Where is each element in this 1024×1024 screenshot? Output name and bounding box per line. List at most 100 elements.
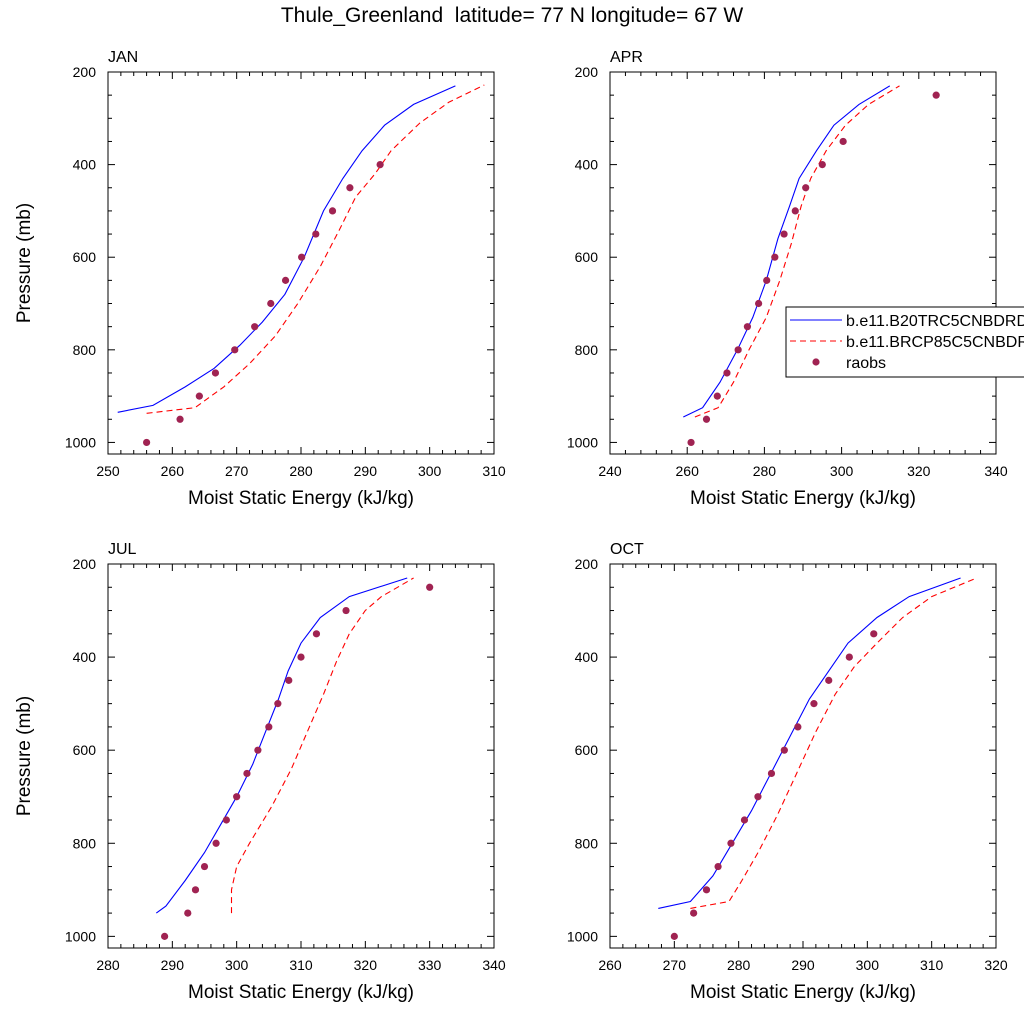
raobs-point bbox=[233, 793, 241, 801]
y-tick-label: 200 bbox=[575, 64, 599, 80]
x-tick-label: 300 bbox=[856, 957, 880, 973]
x-tick-label: 320 bbox=[354, 957, 378, 973]
y-axis-label: Pressure (mb) bbox=[14, 203, 35, 323]
x-tick-label: 310 bbox=[482, 463, 506, 479]
plot-frame bbox=[107, 563, 495, 949]
legend: b.e11.B20TRC5CNBDRD b.e11.BRCP85C5CNBDRD r… bbox=[785, 306, 1024, 378]
legend-label: b.e11.B20TRC5CNBDRD bbox=[846, 313, 1024, 330]
y-tick-label: 200 bbox=[73, 556, 97, 572]
x-tick-label: 300 bbox=[225, 957, 249, 973]
series-line-brcp85c5cnbdrd bbox=[230, 577, 414, 914]
raobs-point bbox=[376, 161, 384, 169]
y-tick-label: 1000 bbox=[65, 434, 96, 450]
raobs-point bbox=[161, 932, 169, 940]
panel-title: APR bbox=[610, 49, 643, 66]
legend-marker bbox=[812, 358, 820, 366]
x-axis-label: Moist Static Energy (kJ/kg) bbox=[690, 488, 916, 509]
x-axis-label: Moist Static Energy (kJ/kg) bbox=[188, 488, 414, 509]
raobs-point bbox=[714, 862, 722, 871]
raobs-point bbox=[251, 323, 259, 331]
raobs-point bbox=[755, 299, 763, 308]
series-line-b20trc5cnbdrd bbox=[658, 577, 961, 909]
panel-apr: 240 260 280 300 320 340 200 400 600 800 1000 APR Moi… bbox=[567, 49, 1008, 509]
x-tick-label: 340 bbox=[482, 957, 506, 973]
y-tick-label: 800 bbox=[575, 835, 599, 851]
legend-label: b.e11.BRCP85C5CNBDRD bbox=[846, 334, 1024, 351]
raobs-point bbox=[791, 207, 799, 215]
raobs-point bbox=[254, 746, 262, 754]
y-tick-label: 200 bbox=[73, 64, 97, 80]
x-tick-label: 260 bbox=[676, 463, 700, 479]
raobs-point bbox=[670, 932, 678, 940]
raobs-point bbox=[184, 909, 192, 917]
raobs-point bbox=[932, 91, 940, 99]
series-line-brcp85c5cnbdrd bbox=[146, 84, 485, 414]
x-tick-label: 330 bbox=[418, 957, 442, 973]
panel-jan: 250 260 270 280 290 300 310 200 400 600 800 1000 JAN… bbox=[14, 49, 506, 509]
x-axis-label: Moist Static Energy (kJ/kg) bbox=[690, 982, 916, 1003]
raobs-point bbox=[200, 862, 209, 871]
y-tick-label: 800 bbox=[73, 835, 97, 851]
raobs-point bbox=[743, 323, 752, 331]
y-tick-label: 400 bbox=[73, 649, 97, 665]
x-tick-label: 250 bbox=[96, 463, 120, 479]
x-tick-label: 240 bbox=[598, 463, 622, 479]
x-tick-label: 280 bbox=[753, 463, 777, 479]
series-line-b20trc5cnbdrd bbox=[155, 577, 408, 914]
panel-title: JUL bbox=[108, 541, 137, 558]
legend-label: raobs bbox=[846, 355, 886, 372]
panel-jul: 280 290 300 310 320 330 340 200 400 600 800 1000 JUL… bbox=[14, 541, 506, 1003]
y-tick-label: 400 bbox=[575, 649, 599, 665]
y-tick-label: 400 bbox=[73, 157, 97, 173]
data-area bbox=[155, 577, 434, 940]
raobs-point bbox=[767, 769, 776, 778]
y-axis-label: Pressure (mb) bbox=[14, 696, 35, 816]
raobs-point bbox=[794, 723, 802, 731]
raobs-point bbox=[346, 184, 354, 192]
raobs-point bbox=[702, 415, 711, 423]
raobs-point bbox=[285, 676, 293, 684]
x-axis-label: Moist Static Energy (kJ/kg) bbox=[188, 982, 414, 1003]
raobs-point bbox=[342, 606, 350, 615]
panel-oct: 260 270 280 290 300 310 320 200 400 600 800 1000 OCT… bbox=[567, 541, 1008, 1003]
raobs-point bbox=[243, 769, 251, 778]
data-area bbox=[117, 84, 485, 447]
x-tick-label: 280 bbox=[96, 957, 120, 973]
plot-frame bbox=[609, 563, 997, 949]
raobs-point bbox=[870, 630, 878, 638]
y-tick-label: 400 bbox=[575, 157, 599, 173]
y-tick-label: 200 bbox=[575, 556, 599, 572]
raobs-point bbox=[176, 415, 184, 423]
x-tick-label: 290 bbox=[161, 957, 185, 973]
raobs-point bbox=[771, 253, 779, 261]
raobs-point bbox=[825, 676, 833, 684]
series-line-b20trc5cnbdrd bbox=[117, 85, 456, 413]
data-area bbox=[683, 85, 940, 447]
series-line-brcp85c5cnbdrd bbox=[694, 85, 900, 418]
x-tick-label: 260 bbox=[598, 957, 622, 973]
raobs-point bbox=[297, 653, 305, 661]
y-tick-label: 800 bbox=[575, 342, 599, 358]
raobs-point bbox=[734, 346, 742, 354]
x-tick-label: 300 bbox=[830, 463, 854, 479]
figure-title: Thule_Greenland latitude= 77 N longitude… bbox=[280, 4, 744, 27]
y-tick-label: 600 bbox=[575, 249, 599, 265]
raobs-point bbox=[426, 583, 434, 591]
y-tick-label: 600 bbox=[73, 249, 97, 265]
raobs-point bbox=[312, 230, 320, 238]
raobs-point bbox=[802, 184, 810, 192]
y-tick-label: 600 bbox=[73, 742, 97, 758]
panel-title: OCT bbox=[610, 541, 644, 558]
raobs-point bbox=[211, 369, 220, 377]
raobs-point bbox=[143, 438, 151, 447]
raobs-point bbox=[328, 207, 337, 215]
raobs-point bbox=[839, 137, 847, 146]
legend-box bbox=[785, 306, 1024, 378]
data-area bbox=[658, 577, 977, 940]
x-tick-label: 280 bbox=[289, 463, 313, 479]
raobs-point bbox=[702, 886, 711, 894]
raobs-point bbox=[267, 299, 275, 308]
x-tick-label: 340 bbox=[984, 463, 1008, 479]
series-line-b20trc5cnbdrd bbox=[683, 85, 891, 418]
